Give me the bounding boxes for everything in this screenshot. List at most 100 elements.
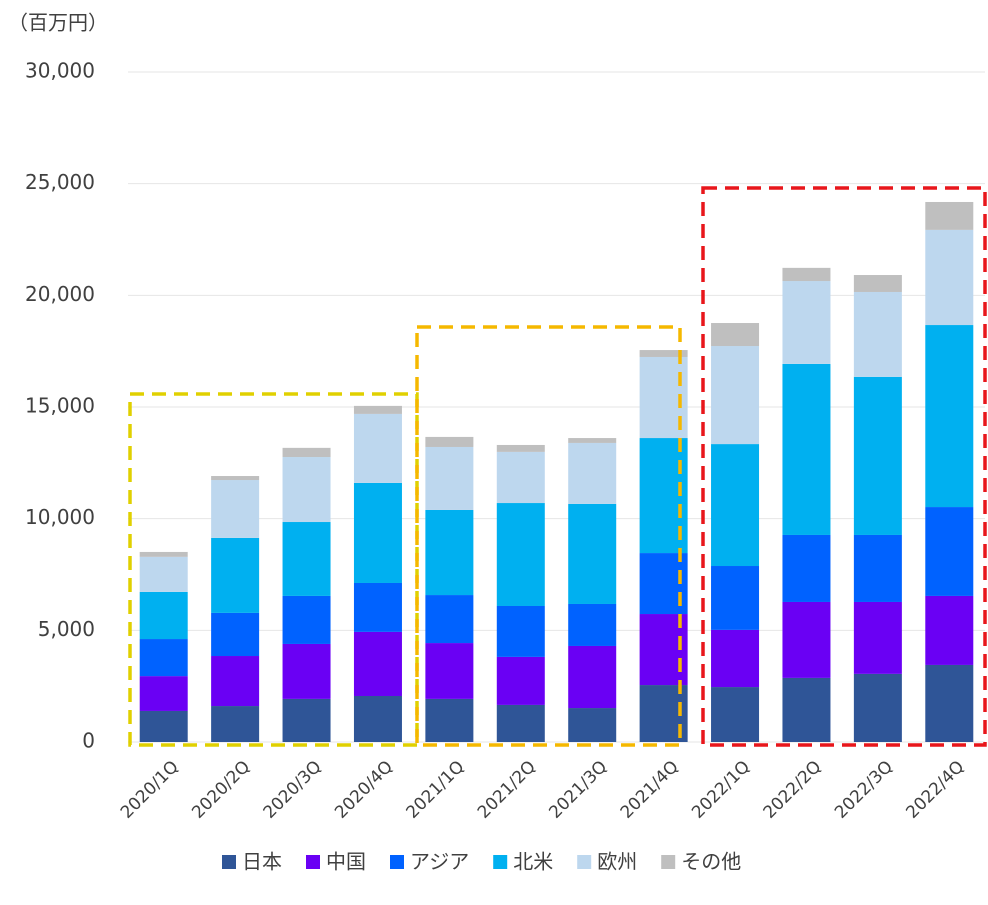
- bar-segment: [782, 267, 831, 282]
- bar-segment: [568, 603, 617, 646]
- bar-segment: [139, 551, 188, 557]
- bar-segment: [353, 695, 402, 742]
- bar-segment: [211, 706, 260, 742]
- bar-segment: [853, 601, 902, 674]
- bar-segment: [425, 436, 474, 447]
- highlight-box: [415, 325, 682, 747]
- bar-segment: [211, 476, 260, 481]
- bar-segment: [711, 346, 760, 445]
- bar-segment: [853, 534, 902, 602]
- bar-segment: [782, 281, 831, 364]
- bar-segment: [425, 509, 474, 596]
- y-tick-label: 30,000: [25, 59, 95, 83]
- x-tick-label: 2021/4Q: [617, 757, 683, 823]
- bar-segment: [211, 480, 260, 538]
- bar-segment: [211, 537, 260, 613]
- bar-segment: [139, 591, 188, 640]
- bar-segment: [568, 708, 617, 742]
- x-tick-label: 2020/1Q: [117, 757, 183, 823]
- highlight-box: [701, 186, 987, 747]
- bar-segment: [425, 698, 474, 742]
- bar-segment: [711, 444, 760, 567]
- bar-segment: [782, 601, 831, 678]
- x-tick-label: 2022/2Q: [760, 757, 826, 823]
- bar-segment: [496, 656, 545, 705]
- bars: [139, 201, 974, 742]
- bar-segment: [139, 556, 188, 592]
- bar-segment: [139, 676, 188, 711]
- bar-segment: [139, 710, 188, 742]
- bar-segment: [782, 534, 831, 602]
- bar-segment: [711, 323, 760, 347]
- bar-segment: [496, 444, 545, 452]
- bar-segment: [211, 656, 260, 707]
- bar-segment: [782, 677, 831, 742]
- bar-segment: [925, 595, 974, 665]
- legend-label: その他: [681, 850, 741, 874]
- bar-segment: [639, 350, 688, 357]
- bar-segment: [496, 503, 545, 606]
- bar-segment: [711, 629, 760, 688]
- bar-segment: [568, 442, 617, 504]
- y-tick-label: 5,000: [38, 617, 95, 641]
- bar-segment: [853, 291, 902, 377]
- y-tick-label: 10,000: [25, 505, 95, 529]
- bar-segment: [925, 201, 974, 230]
- bar-segment: [353, 631, 402, 696]
- legend-label: 中国: [326, 850, 366, 874]
- bar-segment: [496, 451, 545, 504]
- y-tick-label: 15,000: [25, 394, 95, 418]
- bar-segment: [139, 639, 188, 677]
- bar-segment: [711, 687, 760, 742]
- unit-label: （百万円）: [8, 11, 108, 35]
- bar-segment: [711, 566, 760, 630]
- x-tick-label: 2022/3Q: [831, 757, 897, 823]
- bar-segment: [496, 704, 545, 742]
- x-tick-label: 2020/4Q: [331, 757, 397, 823]
- bar-segment: [853, 275, 902, 292]
- bar-segment: [568, 438, 617, 443]
- bar-segment: [353, 482, 402, 583]
- legend-swatch: [493, 855, 508, 869]
- bar-segment: [425, 595, 474, 644]
- y-tick-label: 25,000: [25, 170, 95, 194]
- grid: [128, 71, 985, 743]
- bar-segment: [925, 325, 974, 508]
- highlight-box: [128, 392, 419, 747]
- bar-segment: [282, 698, 331, 742]
- bar-segment: [282, 447, 331, 458]
- legend-swatch: [222, 855, 236, 869]
- y-tick-label: 0: [82, 729, 95, 753]
- legend-label: 欧州: [597, 850, 637, 874]
- bar-segment: [568, 645, 617, 709]
- bar-segment: [782, 363, 831, 535]
- legend-label: 北米: [513, 850, 553, 874]
- x-tick-label: 2021/1Q: [403, 757, 469, 823]
- y-tick-label: 20,000: [25, 282, 95, 306]
- bar-segment: [353, 405, 402, 414]
- bar-segment: [925, 664, 974, 742]
- bar-segment: [353, 413, 402, 483]
- bar-segment: [282, 522, 331, 596]
- x-tick-label: 2021/2Q: [474, 757, 540, 823]
- bar-segment: [425, 643, 474, 699]
- bar-segment: [853, 673, 902, 742]
- bar-segment: [853, 376, 902, 535]
- x-tick-label: 2021/3Q: [545, 757, 611, 823]
- legend-swatch: [577, 855, 592, 869]
- bar-segment: [925, 507, 974, 596]
- legend-swatch: [306, 855, 320, 869]
- bar-segment: [282, 595, 331, 644]
- bar-segment: [353, 582, 402, 632]
- x-tick-label: 2020/2Q: [188, 757, 254, 823]
- legend-swatch: [390, 855, 404, 869]
- legend-swatch: [661, 855, 676, 869]
- legend-label: 日本: [242, 850, 282, 874]
- bar-segment: [568, 503, 617, 604]
- bar-segment: [282, 643, 331, 699]
- x-tick-label: 2022/4Q: [902, 757, 968, 823]
- x-tick-label: 2020/3Q: [260, 757, 326, 823]
- bar-segment: [282, 457, 331, 523]
- bar-segment: [211, 612, 260, 657]
- bar-segment: [425, 446, 474, 510]
